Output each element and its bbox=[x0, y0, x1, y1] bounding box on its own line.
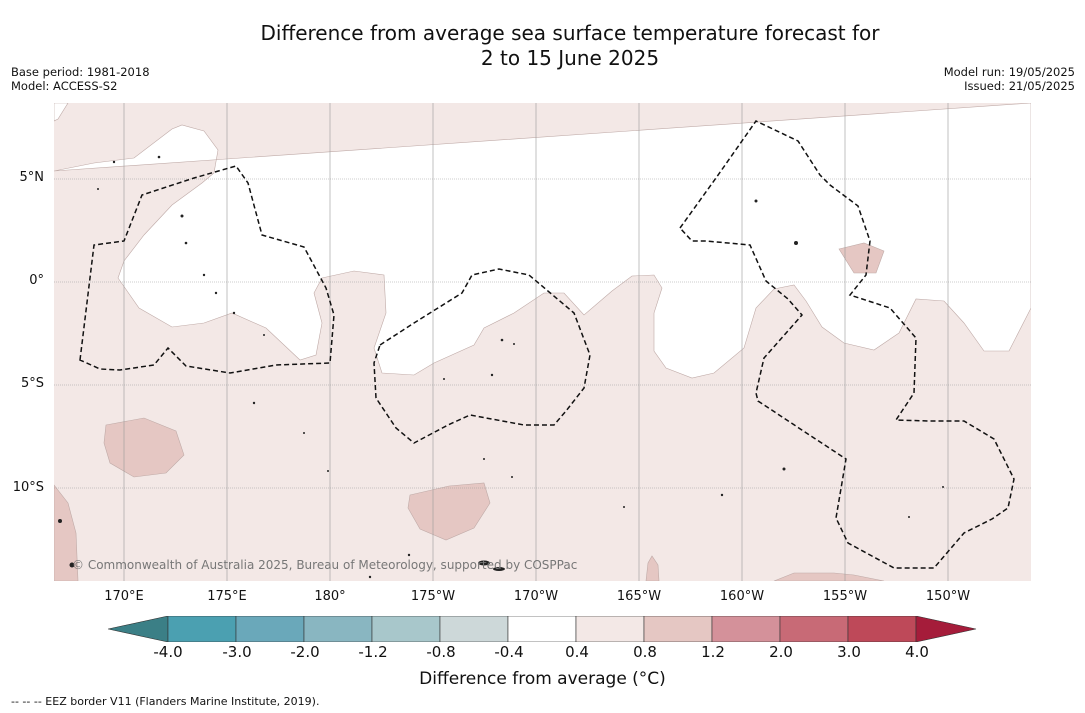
lon-label-175w: 175°W bbox=[410, 589, 456, 604]
colorbar-cell bbox=[167, 616, 237, 642]
title-line-2: 2 to 15 June 2025 bbox=[480, 46, 660, 70]
colorbar-tick: -4.0 bbox=[153, 643, 183, 661]
colorbar-cell bbox=[303, 616, 373, 642]
base-period: Base period: 1981-2018 bbox=[11, 65, 150, 79]
lon-label-170e: 170°E bbox=[104, 589, 144, 604]
lon-label-150w: 150°W bbox=[925, 589, 971, 604]
title-line-1: Difference from average sea surface temp… bbox=[260, 21, 880, 45]
lat-label-5s: 5°S bbox=[20, 376, 44, 391]
colorbar-label: Difference from average (°C) bbox=[419, 669, 666, 689]
lon-label-170w: 170°W bbox=[513, 589, 559, 604]
issued-date: Issued: 21/05/2025 bbox=[964, 79, 1075, 93]
colorbar-tick: -0.8 bbox=[426, 643, 456, 661]
colorbar-cell bbox=[371, 616, 441, 642]
colorbar-cell bbox=[779, 616, 849, 642]
chart-title: Difference from average sea surface temp… bbox=[0, 21, 1085, 71]
copyright-notice: © Commonwealth of Australia 2025, Bureau… bbox=[72, 558, 578, 572]
near-average-regions bbox=[54, 103, 1031, 379]
lon-label-155w: 155°W bbox=[822, 589, 868, 604]
colorbar-tick: -0.4 bbox=[494, 643, 524, 661]
meta-right: Model run: 19/05/2025 Issued: 21/05/2025 bbox=[944, 65, 1075, 93]
colorbar-cell bbox=[711, 616, 781, 642]
colorbar-tick: 0.8 bbox=[633, 643, 657, 661]
colorbar bbox=[108, 616, 977, 642]
graticule bbox=[54, 178, 1031, 489]
colorbar-cell bbox=[847, 616, 917, 642]
lon-label-160w: 160°W bbox=[719, 589, 765, 604]
colorbar-tick: 4.0 bbox=[905, 643, 929, 661]
eez-footnote: -- -- -- EEZ border V11 (Flanders Marine… bbox=[11, 695, 320, 708]
colorbar-tick: 0.4 bbox=[565, 643, 589, 661]
colorbar-extension-low bbox=[108, 616, 169, 642]
lat-label-0: 0° bbox=[29, 273, 44, 288]
colorbar-tick: -2.0 bbox=[290, 643, 320, 661]
colorbar-cell bbox=[643, 616, 713, 642]
meridians bbox=[123, 103, 949, 581]
sst-anomaly-map bbox=[54, 103, 1031, 581]
colorbar-extension-high bbox=[915, 616, 977, 642]
model-name: Model: ACCESS-S2 bbox=[11, 79, 118, 93]
colorbar-tick: 2.0 bbox=[769, 643, 793, 661]
lon-label-175e: 175°E bbox=[207, 589, 247, 604]
eez-borders bbox=[79, 120, 1015, 569]
colorbar-cells bbox=[108, 616, 977, 642]
lon-label-165w: 165°W bbox=[616, 589, 662, 604]
colorbar-cell bbox=[235, 616, 305, 642]
colorbar-tick: -3.0 bbox=[222, 643, 252, 661]
colorbar-tick: 1.2 bbox=[701, 643, 725, 661]
lat-label-5n: 5°N bbox=[19, 170, 45, 185]
colorbar-cell bbox=[507, 616, 577, 642]
colorbar-tick: 3.0 bbox=[837, 643, 861, 661]
islands bbox=[58, 155, 944, 579]
colorbar-tick: -1.2 bbox=[358, 643, 388, 661]
colorbar-cell bbox=[575, 616, 645, 642]
meta-left: Base period: 1981-2018 Model: ACCESS-S2 bbox=[11, 65, 150, 93]
lat-label-10s: 10°S bbox=[12, 480, 44, 495]
model-run: Model run: 19/05/2025 bbox=[943, 65, 1075, 79]
colorbar-cell bbox=[439, 616, 509, 642]
lon-label-180: 180° bbox=[314, 589, 346, 604]
